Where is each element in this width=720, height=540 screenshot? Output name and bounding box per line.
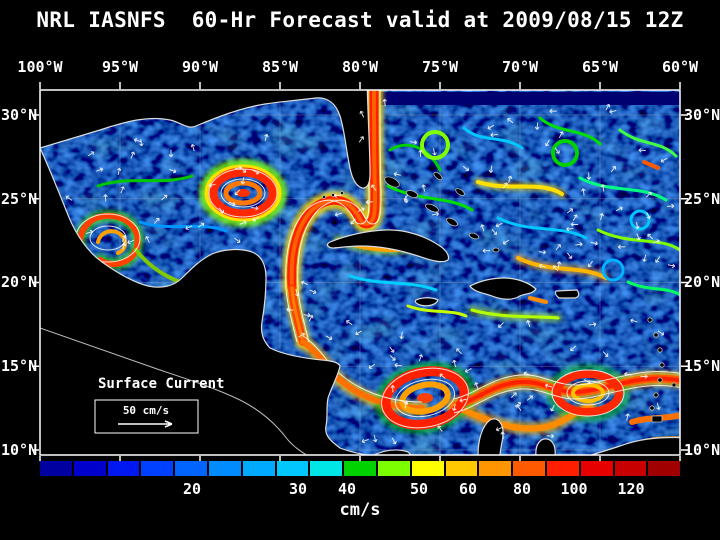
lon-tick-label: 100°W <box>17 58 63 76</box>
lat-tick-label: 20°N <box>1 273 38 291</box>
colorbar-segment <box>175 461 207 476</box>
lat-tick-label: 15°N <box>1 357 38 375</box>
axis-ticks <box>32 82 688 461</box>
colorbar-segment <box>546 461 579 476</box>
colorbar-segment <box>107 461 140 476</box>
lon-tick-label: 85°W <box>261 58 299 76</box>
page-title: NRL IASNFS 60-Hr Forecast valid at 2009/… <box>36 8 684 32</box>
land-layer <box>40 90 680 455</box>
land-lesser-antilles <box>647 317 677 423</box>
land-paraguana <box>535 438 556 455</box>
colorbar-segment <box>141 461 174 476</box>
land-hispaniola <box>469 277 537 300</box>
surface-current-label: Surface Current <box>98 376 224 392</box>
colorbar-segment <box>411 461 444 476</box>
colorbar-segment <box>242 461 275 476</box>
domain-edge-band <box>340 92 680 105</box>
land-mexico-central-america <box>40 147 370 455</box>
lat-tick-label: 25°N <box>1 190 38 208</box>
lon-tick-label: 70°W <box>501 58 539 76</box>
lon-tick-label: 95°W <box>101 58 139 76</box>
land-colombia <box>372 449 412 455</box>
lat-tick-label: 30°N <box>684 106 720 124</box>
colorbar-segment <box>40 461 72 476</box>
land-puerto-rico <box>554 289 580 299</box>
colorbar-segment <box>276 461 309 476</box>
map-frame <box>32 82 688 461</box>
colorbar-segment <box>208 461 241 476</box>
colorbar-unit-label: cm/s <box>339 500 381 520</box>
colorbar-tick-label: 30 <box>288 480 308 498</box>
pacific-coastline <box>40 327 308 455</box>
colorbar-segment <box>614 461 647 476</box>
lat-tick-label: 10°N <box>1 441 38 459</box>
land-cuba <box>326 229 450 263</box>
scale-overlay: Surface Current 50 cm/s <box>94 376 224 434</box>
lat-tick-label: 30°N <box>1 106 38 124</box>
lon-tick-label: 80°W <box>341 58 379 76</box>
colorbar-tick-label: 60 <box>458 480 478 498</box>
lat-tick-label: 10°N <box>684 441 720 459</box>
colorbar-tick-label: 120 <box>617 480 645 498</box>
colorbar-tick-label: 100 <box>560 480 588 498</box>
lon-tick-label: 75°W <box>421 58 459 76</box>
current-vector-arrows <box>65 98 676 445</box>
scale-value-label: 50 cm/s <box>123 404 169 417</box>
colorbar-tick-label: 20 <box>182 480 202 498</box>
colorbar-segment <box>513 461 545 476</box>
colorbar-tick-label: 80 <box>512 480 532 498</box>
lon-tick-label: 60°W <box>661 58 699 76</box>
colorbar-segment <box>479 461 512 476</box>
colorbar-segment <box>344 461 376 476</box>
colorbar-segment <box>580 461 613 476</box>
scale-arrow-icon <box>118 420 173 428</box>
colorbar-segment <box>445 461 478 476</box>
scale-box <box>94 399 199 434</box>
land-north-america <box>40 90 371 189</box>
land-bahamas <box>322 171 500 253</box>
colorbar-segment <box>377 461 410 476</box>
lat-tick-label: 15°N <box>684 357 720 375</box>
lat-tick-label: 20°N <box>684 273 720 291</box>
lon-tick-label: 65°W <box>581 58 619 76</box>
lon-tick-label: 90°W <box>181 58 219 76</box>
land-venezuela <box>589 436 680 455</box>
colorbar-segment <box>310 461 343 476</box>
colorbar-tick-label: 50 <box>409 480 429 498</box>
lat-tick-label: 25°N <box>684 190 720 208</box>
colorbar-segment <box>648 461 681 476</box>
map-canvas: Surface Current 50 cm/s <box>32 82 688 461</box>
colorbar-segment <box>73 461 106 476</box>
land-jamaica <box>414 297 439 307</box>
colorbar-tick-label: 40 <box>337 480 357 498</box>
colorbar-swatches <box>40 461 681 476</box>
